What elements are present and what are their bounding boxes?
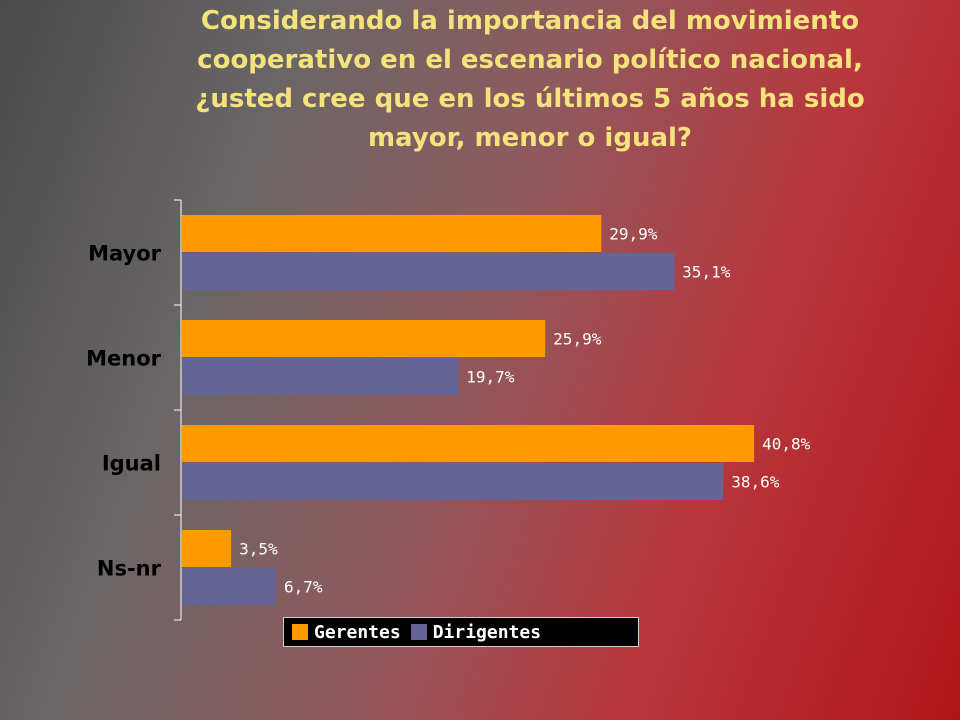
- data-label-gerentes-mayor: 29,9%: [609, 225, 658, 244]
- category-label-ns-nr: Ns-nr: [97, 557, 162, 581]
- legend-item-dirigentes: Dirigentes: [410, 621, 542, 643]
- data-label-dirigentes-mayor: 35,1%: [682, 263, 731, 282]
- data-label-gerentes-igual: 40,8%: [762, 435, 811, 454]
- bar-dirigentes-igual: [182, 463, 724, 500]
- bar-gerentes-mayor: [182, 215, 602, 252]
- legend-label-dirigentes: Dirigentes: [432, 621, 542, 643]
- bar-gerentes-igual: [182, 425, 755, 462]
- data-label-gerentes-ns-nr: 3,5%: [239, 540, 278, 559]
- data-label-dirigentes-igual: 38,6%: [731, 473, 780, 492]
- legend-swatch-dirigentes: [410, 624, 427, 640]
- bar-dirigentes-menor: [182, 358, 459, 395]
- legend-label-gerentes: Gerentes: [314, 621, 401, 643]
- bar-dirigentes-mayor: [182, 253, 675, 290]
- bar-dirigentes-ns-nr: [182, 568, 276, 605]
- bar-gerentes-ns-nr: [182, 530, 232, 567]
- data-label-dirigentes-menor: 19,7%: [466, 368, 515, 387]
- category-label-mayor: Mayor: [88, 242, 162, 266]
- bar-gerentes-menor: [182, 320, 546, 357]
- category-label-igual: Igual: [102, 452, 161, 476]
- data-label-dirigentes-ns-nr: 6,7%: [284, 578, 323, 597]
- chart-legend: Gerentes Dirigentes: [283, 617, 639, 647]
- data-label-gerentes-menor: 25,9%: [553, 330, 602, 349]
- legend-item-gerentes: Gerentes: [292, 622, 401, 643]
- chart-title: Considerando la importancia del movimien…: [195, 6, 865, 153]
- legend-swatch-gerentes: [292, 624, 308, 640]
- category-label-menor: Menor: [86, 347, 162, 371]
